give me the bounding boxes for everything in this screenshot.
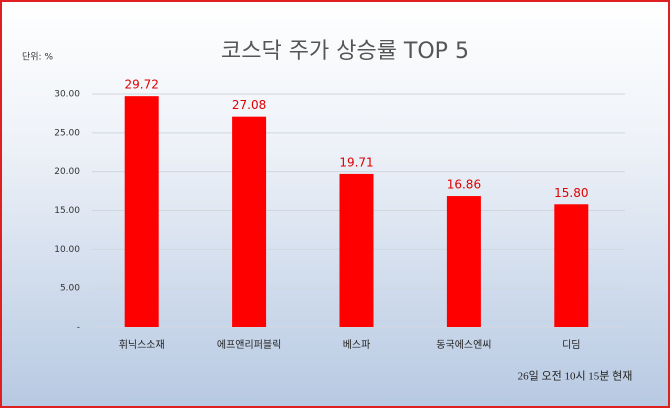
annotation: 26일 오전 10시 15분 현재 [518,369,633,383]
y-tick-label: 25.00 [54,128,80,138]
y-tick-label: 30.00 [54,90,80,100]
bar [232,116,267,327]
value-label: 16.86 [447,178,481,192]
x-tick-label: 동국에스엔씨 [436,339,491,351]
bar [339,173,374,327]
unit-label: 단위: % [22,52,53,63]
bar [554,204,589,327]
x-tick-label: 디딤 [562,339,580,351]
value-label: 19.71 [339,155,373,169]
value-label: 15.80 [554,186,588,200]
y-tick-label: - [77,323,80,333]
value-label: 29.72 [125,78,159,92]
value-label: 27.08 [232,98,266,112]
x-tick-label: 휘닉스소재 [119,339,165,351]
y-tick-label: 20.00 [54,167,80,177]
y-tick-label: 15.00 [54,206,80,216]
x-tick-label: 베스파 [343,339,371,351]
x-tick-label: 에프앤리퍼블릭 [217,339,281,351]
bar [124,96,159,327]
bar [446,196,481,327]
y-tick-label: 5.00 [60,284,80,294]
chart-title: 코스닥 주가 상승률 TOP 5 [221,39,469,64]
y-tick-label: 10.00 [54,245,80,255]
